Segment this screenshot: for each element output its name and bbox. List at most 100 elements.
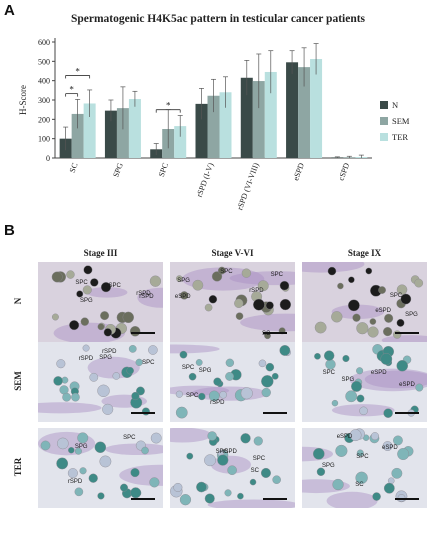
- scale-bar: [395, 412, 419, 414]
- bar-ter: [219, 92, 232, 158]
- y-tick-label: 100: [38, 135, 50, 144]
- cell-type-label: eSPD: [399, 382, 415, 389]
- significance-star: *: [166, 101, 171, 111]
- cell-type-label: SC: [355, 481, 364, 488]
- significance-star: *: [69, 85, 74, 95]
- y-tick-label: 200: [38, 115, 50, 124]
- cell-type-label: SPG: [405, 311, 418, 318]
- x-tick-label: eSPD: [291, 161, 306, 181]
- cell-type-label: SPC: [252, 456, 266, 463]
- scale-bar: [395, 332, 419, 334]
- legend-label-n: N: [392, 100, 398, 110]
- cell-type-label: SPC: [181, 365, 195, 372]
- legend-swatch-n: [380, 101, 388, 109]
- bar-n: [195, 103, 208, 158]
- bar-sem: [71, 113, 84, 158]
- y-tick-label: 0: [46, 154, 50, 163]
- cell-type-label: SC: [250, 467, 259, 474]
- bar-ter: [310, 59, 323, 158]
- legend-label-sem: SEM: [392, 116, 410, 126]
- bar-n: [104, 110, 117, 158]
- micrograph-tile: rSPD SPC SPG SC: [170, 428, 295, 508]
- x-tick-label: rSPD (I-V): [195, 161, 216, 198]
- micrograph-image: [302, 428, 427, 508]
- micrograph-image: [302, 262, 427, 342]
- cell-type-label: SPC: [270, 271, 283, 278]
- row-header: TER: [13, 457, 23, 477]
- micrograph-image: [170, 342, 295, 422]
- cell-type-label: SPC: [220, 268, 233, 275]
- bar-ter: [83, 103, 96, 158]
- bar-sem: [298, 67, 311, 158]
- cell-type-label: SPC: [123, 434, 136, 441]
- cell-type-label: rSPD: [136, 291, 151, 298]
- cell-type-label: rSPD: [139, 294, 154, 301]
- micrograph-image: [38, 262, 163, 342]
- bar-n: [286, 62, 299, 158]
- y-tick-label: 400: [38, 77, 50, 86]
- cell-type-label: eSPD: [370, 369, 387, 376]
- micrograph-tile: eSPDSPCrSPDSPCSPGSC: [170, 262, 295, 342]
- bar-ter: [174, 126, 187, 158]
- cell-type-label: SPC: [108, 282, 121, 289]
- bar-ter: [264, 71, 277, 158]
- x-tick-label: cSPD: [337, 161, 352, 181]
- cell-type-label: rSPD: [67, 479, 83, 486]
- cell-type-label: eSPD: [375, 308, 392, 315]
- cell-type-label: rSPD: [78, 356, 94, 363]
- cell-type-label: SPC: [389, 292, 403, 299]
- cell-type-label: rSPD: [222, 448, 237, 455]
- bar-sem: [252, 81, 265, 158]
- micrograph-image: [302, 342, 427, 422]
- micrograph-tile: SPG eSPD SPC eSPD SC: [302, 428, 427, 508]
- cell-type-label: SPG: [341, 376, 355, 383]
- micrograph-tile: SPC rSPD SPG: [38, 428, 163, 508]
- significance-star: *: [75, 66, 80, 76]
- scale-bar: [131, 412, 155, 414]
- legend-swatch-ter: [380, 133, 388, 141]
- micrograph-tile: eSPD eSPD SPC SPG: [302, 342, 427, 422]
- micrograph-image: [170, 262, 295, 342]
- y-tick-label: 600: [38, 38, 50, 47]
- scale-bar: [263, 412, 287, 414]
- cell-type-label: SPG: [215, 448, 229, 455]
- column-header: Stage IX: [347, 248, 382, 258]
- x-tick-label: SC: [68, 162, 80, 174]
- column-header: Stage V-VI: [211, 248, 254, 258]
- x-tick-label: rSPD (VI-VIII): [235, 161, 261, 211]
- bar-sem: [116, 108, 129, 158]
- panel-a-letter: A: [4, 2, 15, 19]
- row-header: N: [13, 297, 23, 305]
- micrograph-image: [38, 428, 163, 508]
- micrograph-tile: SPG SPC SPC rSPD: [170, 342, 295, 422]
- cell-type-label: rSPD: [210, 399, 225, 406]
- cell-type-label: SPG: [74, 443, 88, 450]
- micrograph-tile: SPC rSPD SPC rSPD SPG: [38, 262, 163, 342]
- y-tick-label: 300: [38, 96, 50, 105]
- legend-swatch-sem: [380, 117, 388, 125]
- scale-bar: [131, 332, 155, 334]
- cell-type-label: SPG: [198, 368, 212, 375]
- micrograph-tile: SPG rSPD SPC rSPD: [38, 342, 163, 422]
- cell-type-label: SPG: [80, 297, 93, 304]
- cell-type-label: rSPD: [102, 349, 117, 356]
- scale-bar: [263, 498, 287, 500]
- panel-b-letter: B: [4, 222, 15, 239]
- cell-type-label: eSPD: [174, 294, 191, 301]
- column-header: Stage III: [83, 248, 118, 258]
- micrograph-tile: eSPD SPG SPC: [302, 262, 427, 342]
- row-header: SEM: [13, 371, 23, 391]
- cell-type-label: eSPD: [336, 433, 353, 440]
- cell-type-label: SPC: [356, 453, 369, 460]
- bar-ter: [128, 99, 141, 158]
- cell-type-label: rSPD: [249, 287, 264, 294]
- cell-type-label: SPC: [185, 392, 199, 399]
- y-axis-label: H-Score: [18, 85, 28, 115]
- x-tick-label: SPC: [157, 162, 170, 178]
- y-tick-label: 500: [38, 57, 50, 66]
- bar-sem: [207, 95, 220, 158]
- bar-chart: Spermatogenic H4K5ac pattern in testicul…: [18, 13, 410, 211]
- x-tick-label: SPG: [111, 161, 125, 178]
- cell-type-label: SPG: [322, 462, 335, 469]
- scale-bar: [263, 332, 287, 334]
